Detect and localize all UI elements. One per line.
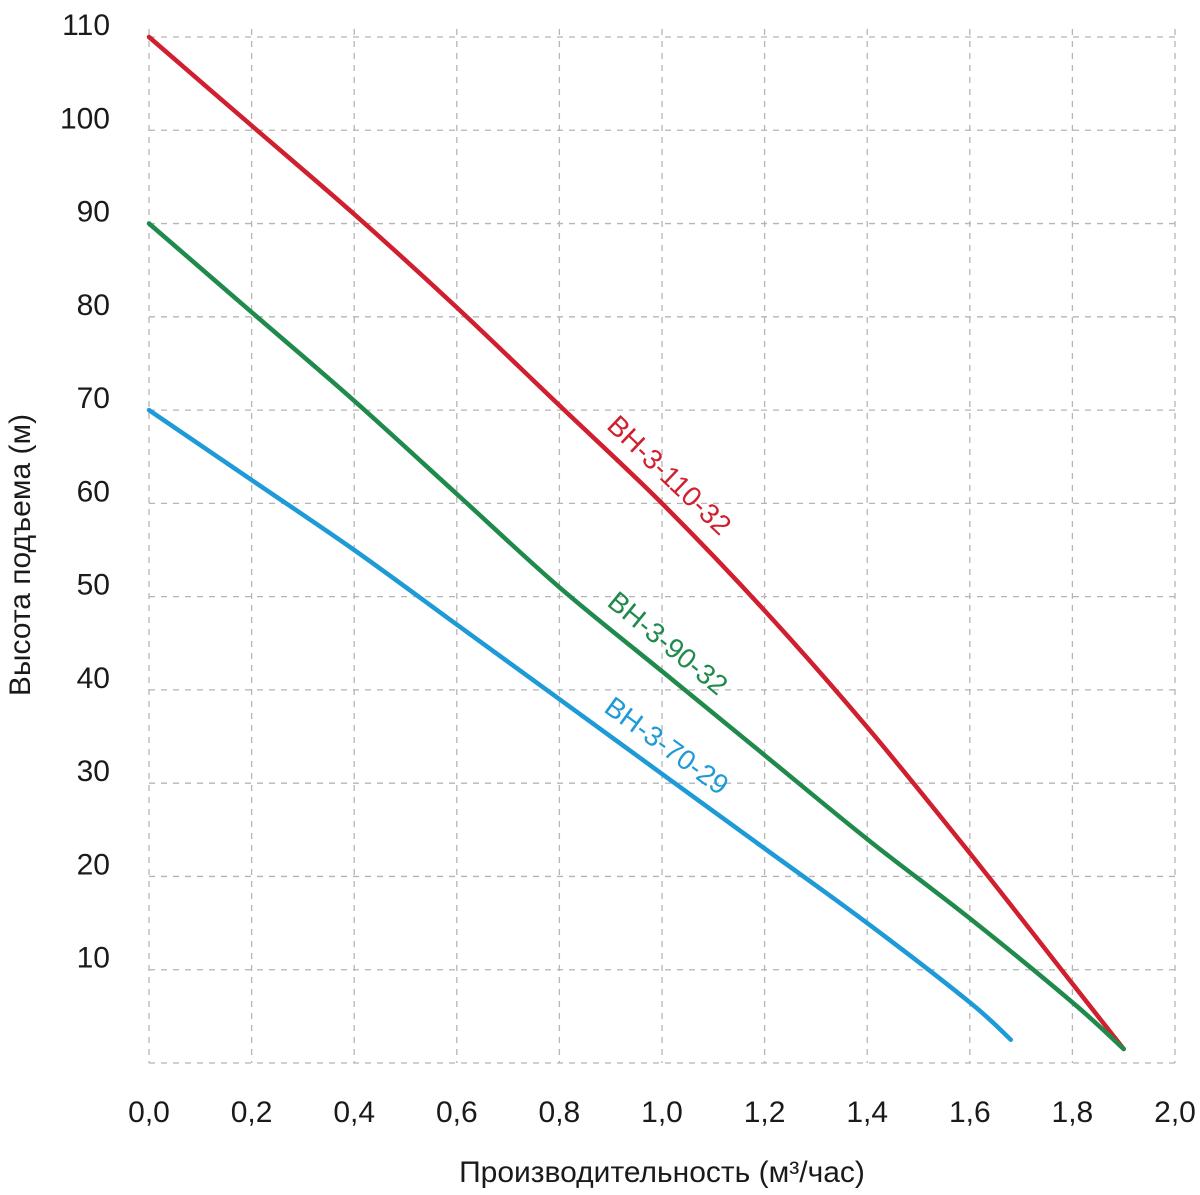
x-tick-label: 0,6	[436, 1096, 478, 1129]
x-tick-label: 1,0	[641, 1096, 683, 1129]
x-tick-label: 1,6	[949, 1096, 991, 1129]
series-line-bh-3-70-29	[146, 407, 1014, 1042]
x-tick-label: 0,4	[333, 1096, 375, 1129]
x-tick-label: 2,0	[1154, 1096, 1196, 1129]
series-label: BH-3-90-32	[602, 585, 734, 701]
y-tick-label: 110	[62, 9, 110, 42]
y-tick-label: 20	[77, 848, 110, 881]
x-tick-label: 0,8	[539, 1096, 581, 1129]
y-tick-label: 40	[77, 662, 110, 695]
y-tick-label: 60	[77, 475, 110, 508]
y-tick-label: 80	[77, 289, 110, 322]
series-line-bh-3-110-32	[146, 34, 1126, 1052]
x-tick-label: 0,2	[231, 1096, 273, 1129]
x-tick-labels: 0,0 0,2 0,4 0,6 0,8 1,0 1,2 1,4 1,6 1,8 2,0	[128, 1096, 1196, 1129]
x-tick-label: 1,8	[1052, 1096, 1094, 1129]
x-tick-label: 0,0	[128, 1096, 170, 1129]
series-label: BH-3-70-29	[599, 691, 734, 801]
y-tick-label: 50	[77, 569, 110, 602]
y-tick-label: 90	[77, 196, 110, 229]
y-tick-label: 30	[77, 755, 110, 788]
series-lines	[146, 34, 1126, 1052]
series-label: BH-3-110-32	[601, 409, 737, 541]
series-line-bh-3-90-32	[146, 221, 1126, 1052]
y-tick-label: 10	[77, 942, 110, 975]
x-tick-label: 1,2	[744, 1096, 786, 1129]
y-tick-label: 100	[60, 102, 110, 135]
x-axis-title: Производительность (м³/час)	[459, 1156, 865, 1189]
x-tick-label: 1,4	[846, 1096, 888, 1129]
grid	[148, 29, 1176, 1064]
y-tick-label: 70	[77, 382, 110, 415]
y-axis-title: Высота подъема (м)	[4, 414, 37, 696]
y-tick-labels: 10 20 30 40 50 60 70 80 90 100 110	[60, 9, 110, 975]
